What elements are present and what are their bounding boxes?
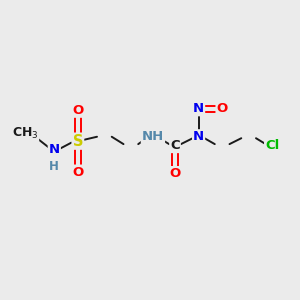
Text: H: H — [50, 160, 59, 173]
Text: O: O — [217, 102, 228, 115]
Text: Cl: Cl — [265, 139, 279, 152]
Text: CH$_3$: CH$_3$ — [11, 126, 38, 141]
Text: O: O — [169, 167, 181, 180]
Text: N: N — [49, 143, 60, 157]
Text: C: C — [170, 139, 180, 152]
Text: N: N — [193, 130, 204, 143]
Text: S: S — [73, 134, 83, 149]
Text: O: O — [72, 104, 83, 117]
Text: O: O — [72, 166, 83, 178]
Text: NH: NH — [142, 130, 164, 143]
Text: N: N — [193, 102, 204, 115]
